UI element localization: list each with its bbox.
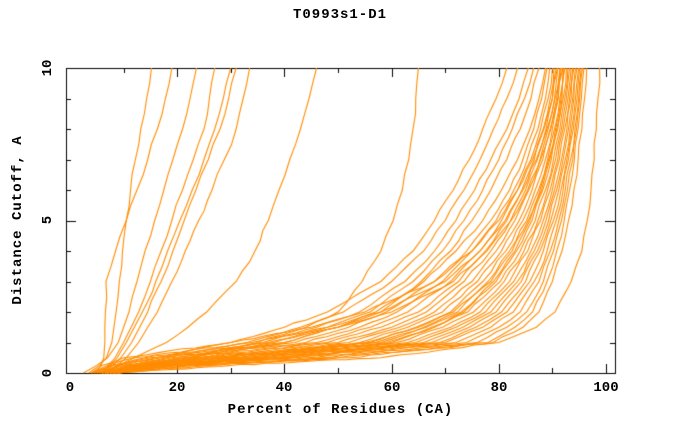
x-axis-title: Percent of Residues (CA) bbox=[227, 402, 454, 418]
x-tick-label-0: 0 bbox=[65, 380, 75, 396]
y-tick-label-10: 10 bbox=[40, 59, 56, 77]
x-tick-label-20: 20 bbox=[168, 380, 186, 396]
y-axis-title: Distance Cutoff, A bbox=[10, 135, 26, 305]
x-tick-label-40: 40 bbox=[275, 380, 293, 396]
y-tick-label-0: 0 bbox=[40, 368, 56, 378]
x-tick-label-80: 80 bbox=[490, 380, 508, 396]
chart-title: T0993s1-D1 bbox=[292, 7, 387, 23]
x-tick-label-100: 100 bbox=[593, 380, 619, 396]
y-tick-label-5: 5 bbox=[40, 215, 56, 225]
x-tick-label-60: 60 bbox=[383, 380, 401, 396]
